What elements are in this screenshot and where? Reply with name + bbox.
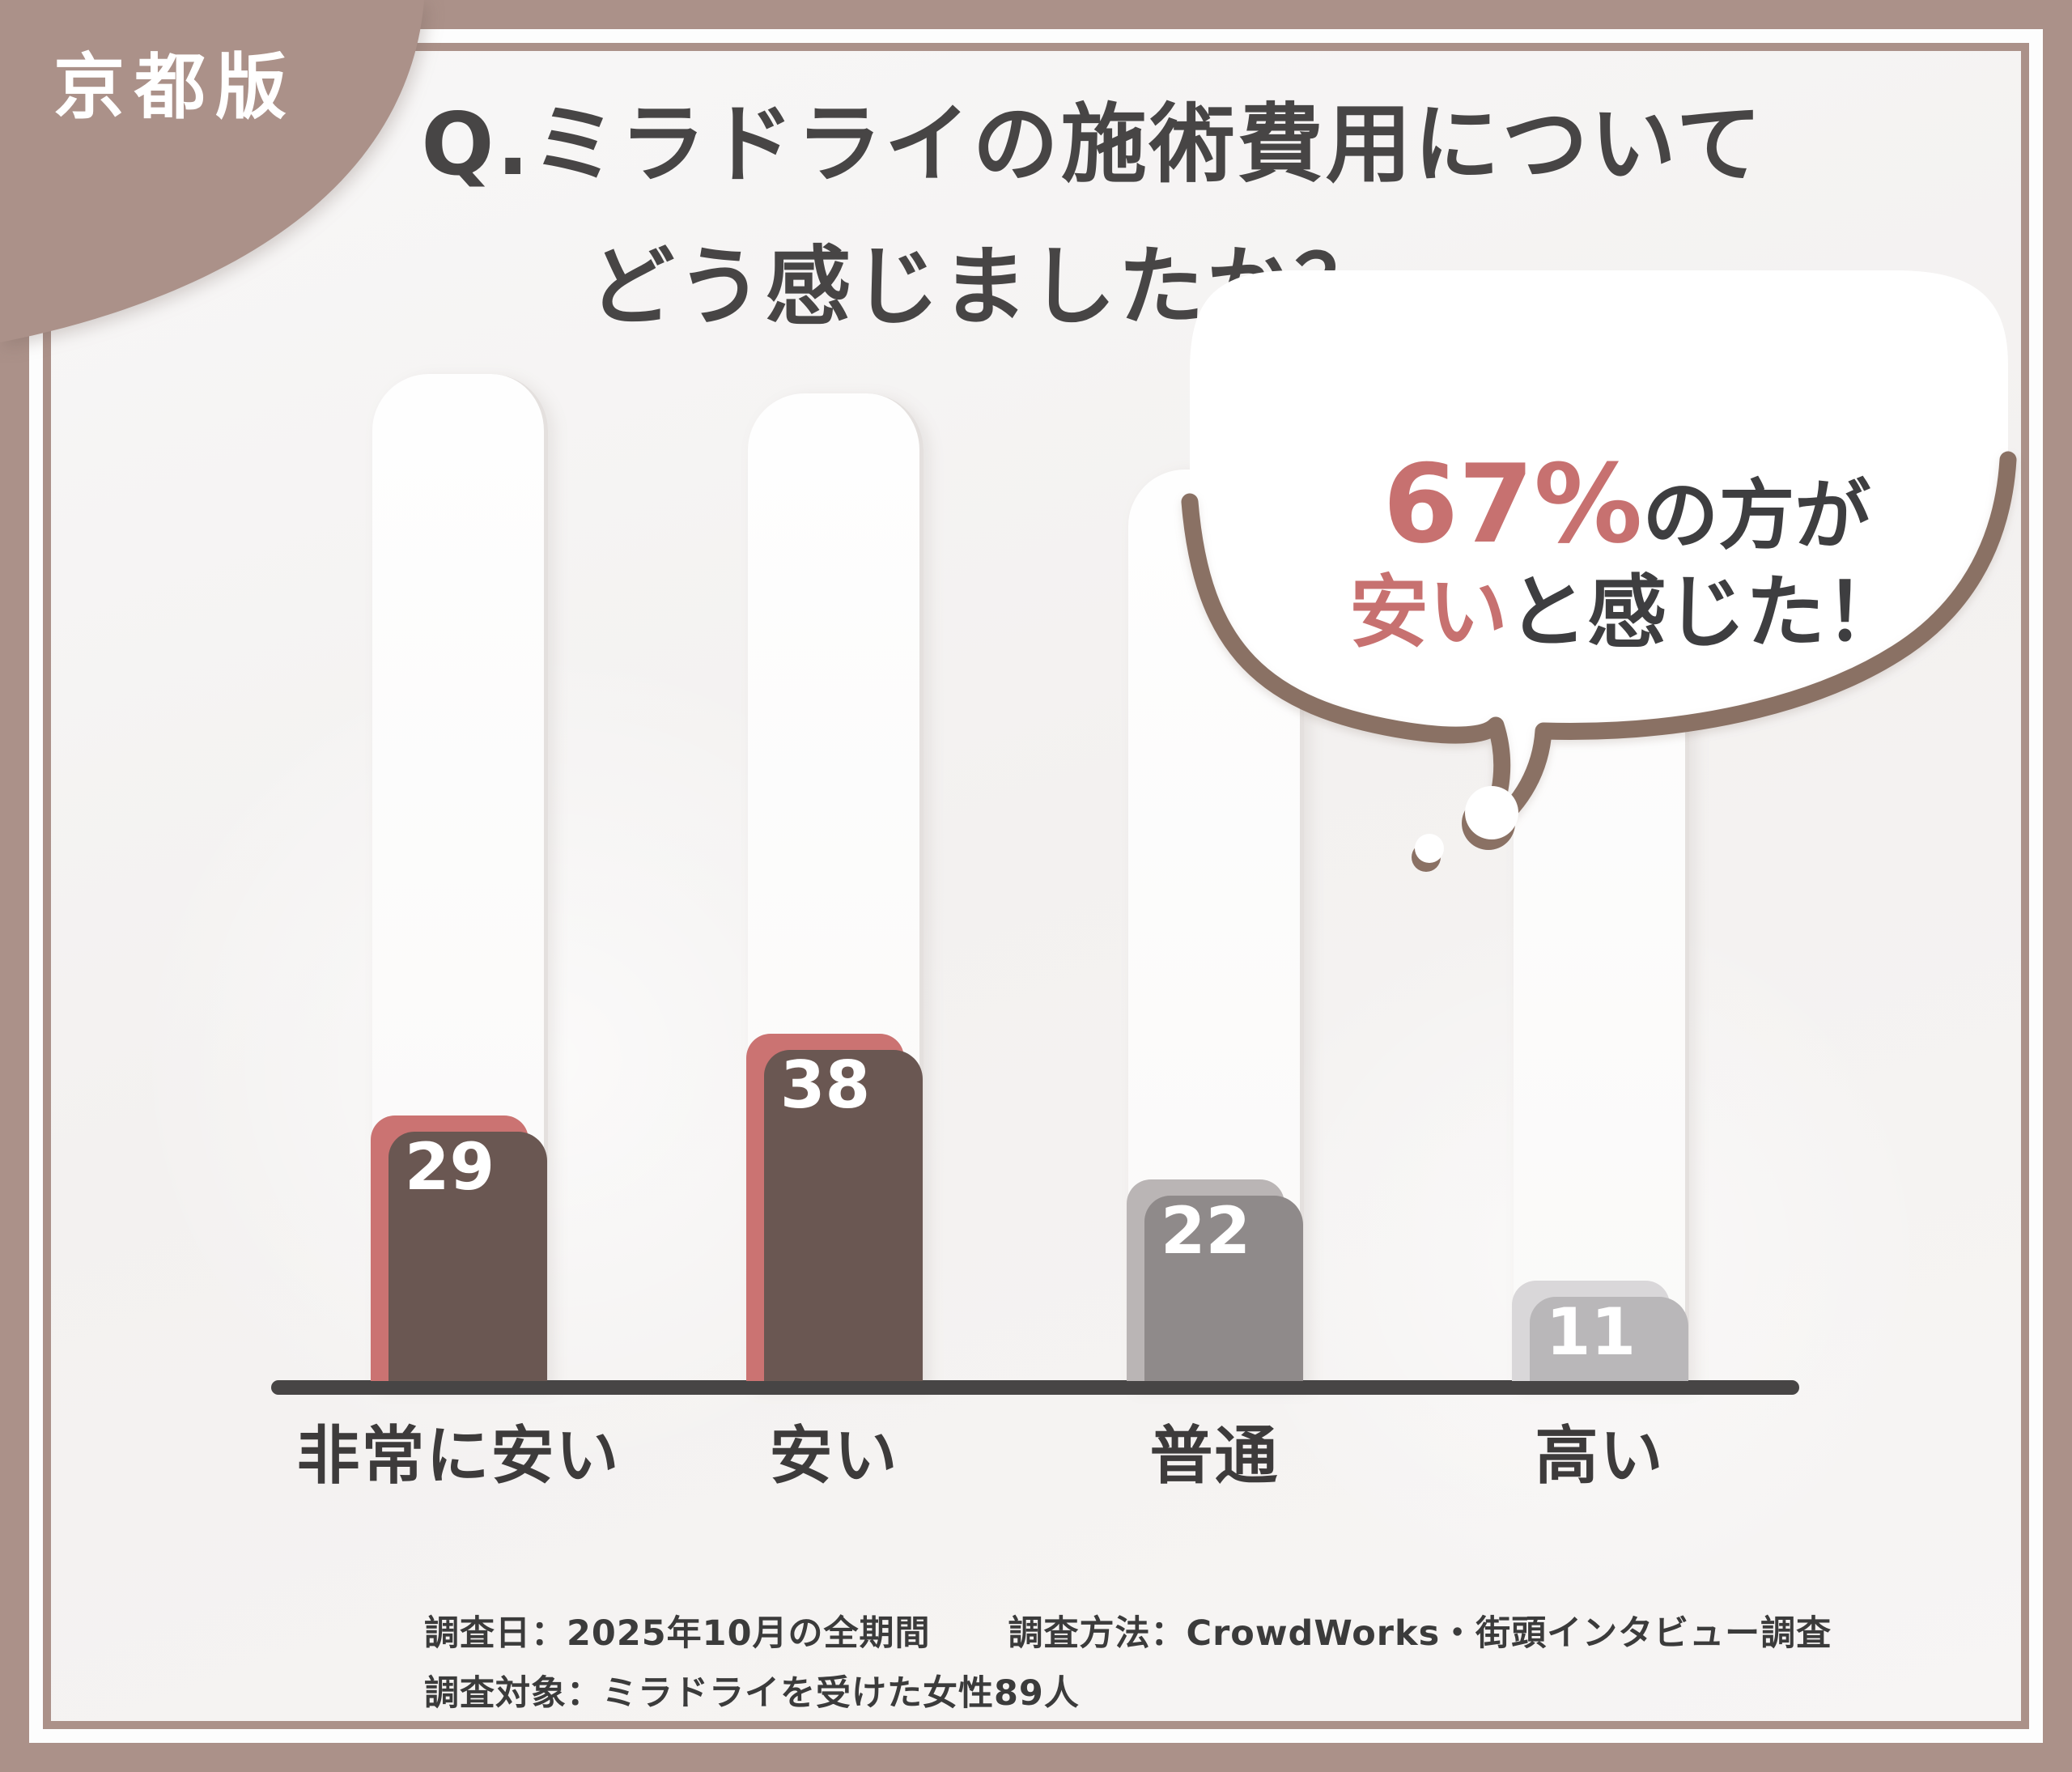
survey-meta-line1: 調査日：2025年10月の全期間 調査方法：CrowdWorks・街頭インタビュ… (424, 1613, 1832, 1654)
category-label: 非常に安い (296, 1420, 621, 1493)
category-label: 安い (769, 1420, 899, 1493)
survey-date: 調査日：2025年10月の全期間 (424, 1613, 931, 1654)
corner-badge-shape (0, 0, 424, 342)
bar-value-label: 11 (1545, 1294, 1637, 1370)
survey-method: 調査方法：CrowdWorks・街頭インタビュー調査 (1008, 1613, 1832, 1654)
survey-subject: 調査対象：ミラドライを受けた女性89人 (424, 1673, 1080, 1714)
bar-value-label: 22 (1160, 1193, 1251, 1268)
bar: 38 (746, 1034, 923, 1381)
annotation-rest: と感じた！ (1508, 567, 1905, 659)
bubble-annotation: 67%の方が 安いと感じた！ (1218, 450, 2036, 652)
percent-suffix: の方が (1642, 472, 1871, 560)
speech-bubble (1181, 270, 2017, 872)
bar-value-label: 29 (404, 1129, 495, 1205)
chart-title-line1: Q.ミラドライの施術費用について (421, 95, 1764, 194)
thought-dot-small (1415, 834, 1444, 863)
bar: 22 (1127, 1179, 1303, 1381)
category-label: 普通 (1149, 1420, 1280, 1493)
highlight-word: 安い (1348, 567, 1508, 659)
bar: 11 (1512, 1281, 1688, 1381)
corner-badge-path (0, 0, 424, 342)
category-label: 高い (1535, 1420, 1665, 1493)
thought-dot-large (1465, 786, 1518, 839)
percent-value: 67% (1382, 441, 1643, 567)
bar: 29 (371, 1115, 547, 1381)
region-badge: 京都版 (53, 45, 297, 129)
x-axis (271, 1380, 1799, 1395)
survey-meta-line2: 調査対象：ミラドライを受けた女性89人 (424, 1673, 1080, 1714)
bar-value-label: 38 (779, 1047, 871, 1123)
bubble-annotation-line1: 67%の方が (1218, 450, 2036, 559)
bubble-annotation-line2: 安いと感じた！ (1218, 573, 2036, 652)
